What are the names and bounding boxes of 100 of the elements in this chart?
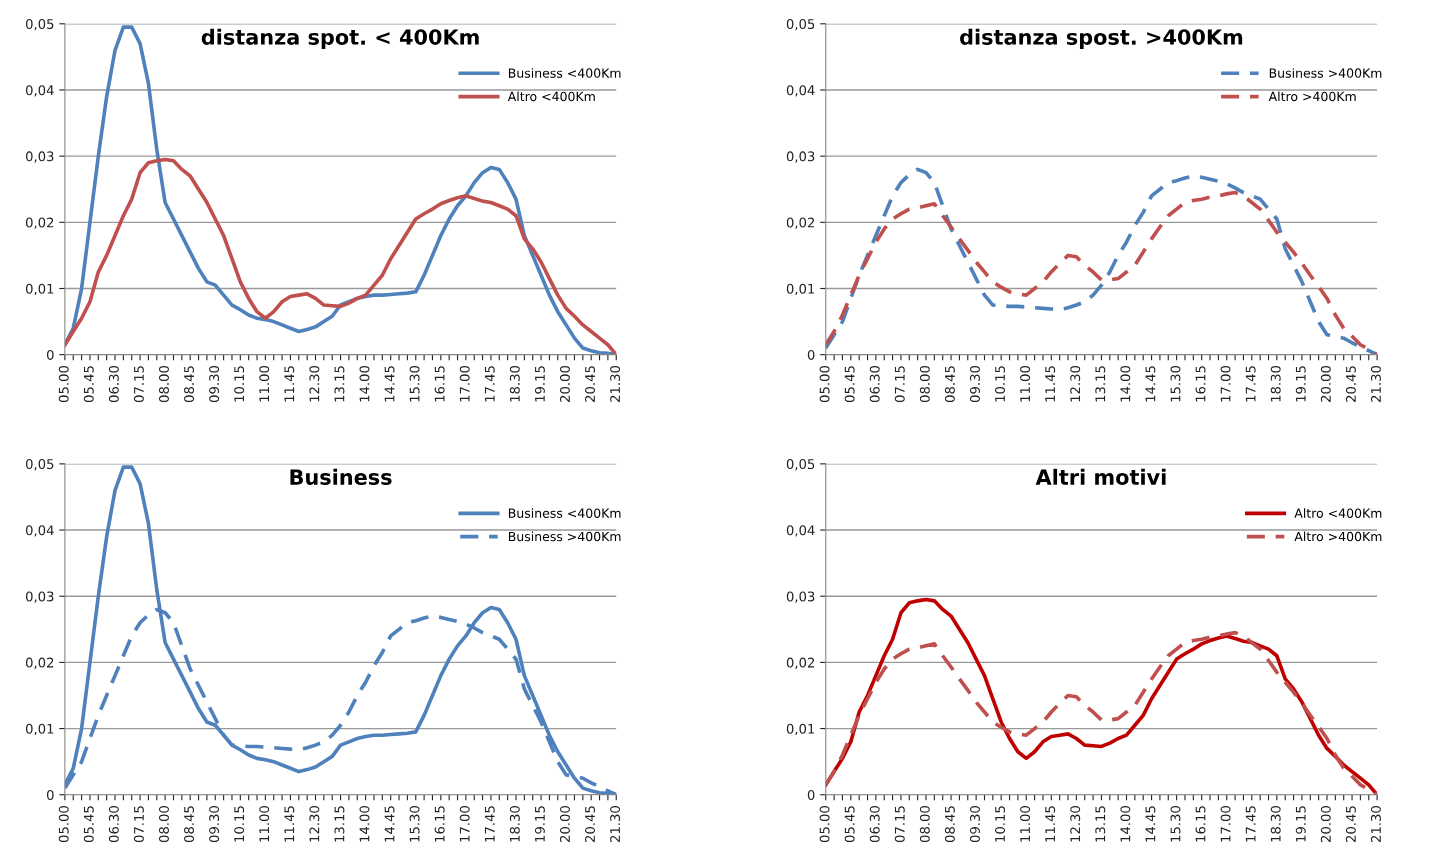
x-tick-label: 14.00 [359,365,370,402]
x-tick-label: 06.30 [108,365,119,402]
x-tick-label: 19.15 [534,806,545,842]
x-tick-label: 14.00 [359,806,370,842]
chart-title: Business [290,468,392,485]
x-tick-label: 18.30 [1270,806,1281,842]
x-tick-label: 12.30 [309,806,320,842]
x-tick-label: 21.30 [610,806,621,842]
x-tick-label: 20.45 [1345,806,1356,842]
x-tick-label: 07.15 [894,366,905,402]
x-tick-label: 05.45 [83,806,94,843]
chart-title: distanza spost. >400Km [960,28,1243,49]
x-tick-label: 06.30 [869,365,880,402]
x-tick-label: 10.15 [995,366,1006,402]
y-tick-label: 0,05 [786,19,815,31]
x-tick-label: 15.30 [409,806,420,842]
x-tick-label: 11.00 [1020,806,1031,842]
x-tick-label: 10.15 [234,806,245,842]
x-tick-label: 07.15 [894,806,905,843]
x-tick-label: 08.45 [944,806,955,843]
x-tick-label: 19.15 [1295,366,1306,402]
x-tick-label: 18.30 [1270,365,1281,402]
y-tick-label: 0,03 [786,591,815,603]
legend-label: Business >400Km [1269,68,1382,78]
x-tick-label: 05.45 [844,806,855,843]
x-tick-label: 09.30 [209,365,220,402]
x-tick-label: 20.00 [559,806,570,842]
x-tick-label: 08.45 [184,806,195,843]
y-tick-label: 0 [46,349,54,360]
x-tick-label: 05.00 [58,365,69,402]
x-tick-label: 16.15 [1195,806,1206,842]
x-tick-label: 17.00 [459,806,470,842]
x-tick-label: 20.45 [585,806,596,842]
x-tick-label: 14.45 [1145,366,1156,402]
x-tick-label: 09.30 [209,806,220,843]
x-tick-label: 11.45 [1045,806,1056,842]
x-tick-label: 16.15 [434,806,445,842]
x-tick-label: 13.15 [334,366,345,402]
x-tick-label: 08.45 [944,366,955,402]
x-tick-label: 18.30 [509,806,520,842]
y-tick-label: 0,02 [25,657,54,669]
x-tick-label: 20.45 [1345,366,1356,402]
x-tick-label: 14.00 [1120,806,1131,842]
x-tick-label: 12.30 [309,365,320,402]
x-tick-label: 11.00 [259,365,270,402]
x-tick-label: 08.00 [158,806,169,843]
x-tick-label: 12.30 [1070,365,1081,402]
x-tick-label: 07.15 [133,366,144,402]
x-tick-label: 05.00 [819,806,830,843]
y-tick-label: 0,04 [786,85,815,97]
legend-label: Altro >400Km [1268,91,1356,102]
x-tick-label: 09.30 [969,365,980,402]
x-tick-label: 21.30 [1370,806,1381,842]
x-tick-label: 14.45 [384,806,395,842]
y-tick-label: 0,01 [25,283,54,296]
x-tick-label: 12.30 [1070,806,1081,842]
x-tick-label: 11.45 [1045,366,1056,402]
y-tick-label: 0,01 [25,723,54,736]
x-tick-label: 11.45 [284,366,295,402]
x-tick-label: 11.00 [259,806,270,842]
x-tick-label: 13.15 [334,806,345,842]
y-tick-label: 0,01 [786,283,815,296]
legend-label: Business <400Km [508,68,621,78]
x-tick-label: 05.45 [83,366,94,402]
x-tick-label: 05.00 [819,365,830,402]
legend-label: Business >400Km [508,531,621,542]
legend-label: Altro <400Km [507,91,595,102]
y-tick-label: 0,04 [786,525,815,537]
legend-label: Altro <400Km [1294,508,1382,518]
x-tick-label: 21.30 [610,365,621,402]
chart-title: Altri motivi [1035,468,1166,485]
x-tick-label: 15.30 [1170,365,1181,402]
x-tick-label: 16.15 [434,366,445,402]
x-tick-label: 17.00 [1220,365,1231,402]
x-tick-label: 16.15 [1195,366,1206,402]
x-tick-label: 11.45 [284,806,295,842]
x-tick-label: 18.30 [509,365,520,402]
x-tick-label: 14.45 [384,366,395,402]
x-tick-label: 11.00 [1020,365,1031,402]
y-tick-label: 0,02 [786,657,815,669]
y-tick-label: 0 [46,789,54,800]
x-tick-label: 17.45 [484,366,495,402]
x-tick-label: 19.15 [1295,806,1306,842]
x-tick-label: 15.30 [409,365,420,402]
x-tick-label: 19.15 [534,366,545,402]
y-tick-label: 0 [807,789,815,800]
y-tick-label: 0 [807,349,815,360]
x-tick-label: 17.45 [1245,366,1256,402]
legend-label: Business <400Km [508,508,621,518]
y-tick-label: 0,03 [25,151,54,163]
x-tick-label: 20.00 [1320,365,1331,402]
y-tick-label: 0,05 [25,459,54,471]
x-tick-label: 20.00 [1320,806,1331,842]
x-tick-label: 20.00 [559,365,570,402]
x-tick-label: 21.30 [1370,365,1381,402]
x-tick-label: 10.15 [995,806,1006,842]
chart-title: distanza spot. < 400Km [201,28,479,49]
y-tick-label: 0,05 [786,459,815,471]
x-tick-label: 06.30 [108,806,119,843]
y-tick-label: 0,03 [786,151,815,163]
